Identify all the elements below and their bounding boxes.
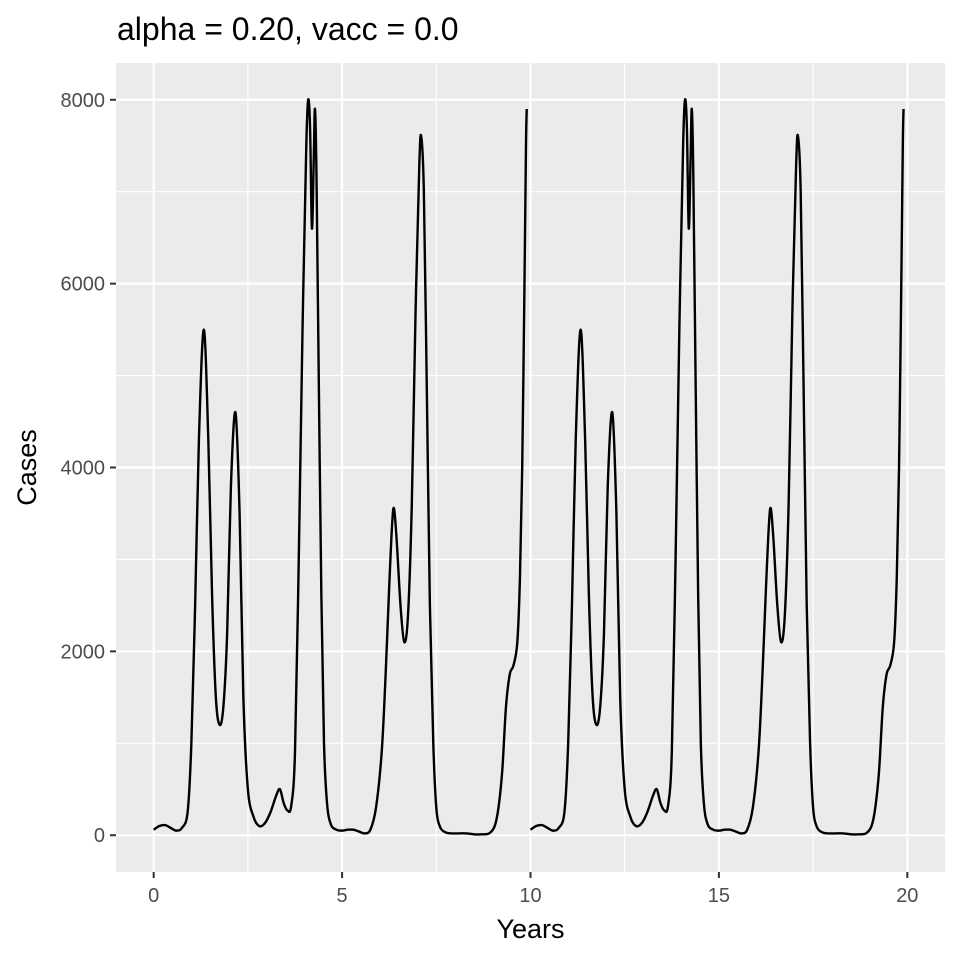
y-tick-label: 0	[94, 825, 105, 847]
x-axis: 0 5 10 15 20	[148, 872, 918, 907]
y-tick-label: 2000	[61, 641, 106, 663]
series-layer	[152, 97, 905, 836]
y-tick-label: 6000	[61, 274, 106, 296]
y-tick-label: 8000	[61, 90, 106, 112]
y-tick-label: 4000	[61, 458, 106, 480]
y-axis-title: Cases	[12, 429, 42, 506]
series-line-segment	[152, 97, 528, 836]
x-tick-label: 0	[148, 885, 159, 907]
x-tick-label: 5	[337, 885, 348, 907]
series-line-segment	[529, 97, 905, 836]
x-tick-label: 20	[896, 885, 918, 907]
y-axis: 0 2000 4000 6000 8000	[61, 90, 116, 847]
major-gridlines	[116, 63, 945, 872]
x-axis-title: Years	[496, 914, 564, 944]
chart-title: alpha = 0.20, vacc = 0.0	[117, 11, 459, 47]
x-tick-label: 10	[519, 885, 541, 907]
x-tick-label: 15	[708, 885, 730, 907]
